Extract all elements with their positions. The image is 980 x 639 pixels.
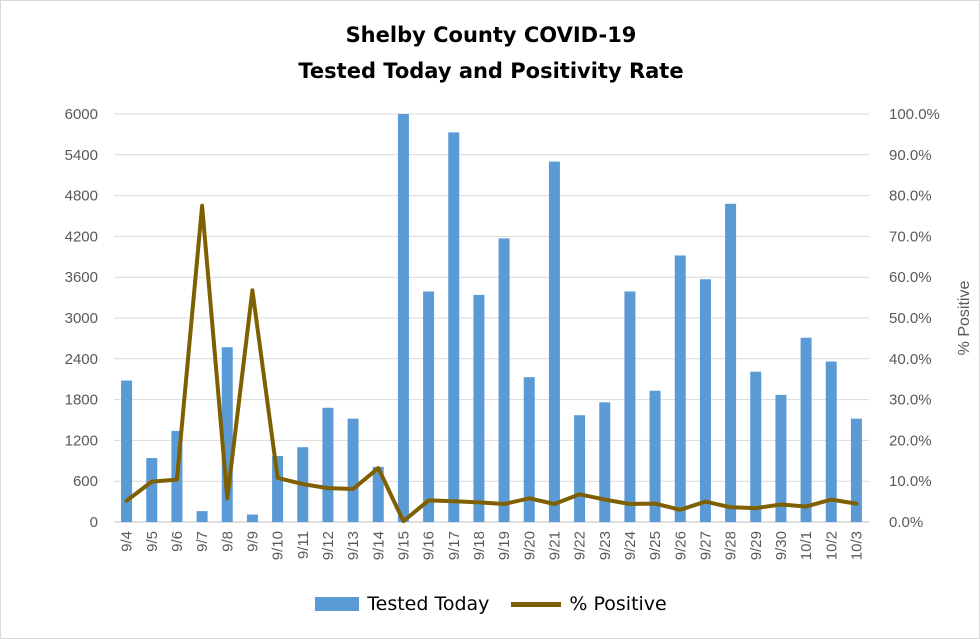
- x-tick-labels: 9/4 9/5 9/6 9/7 9/8 9/9 9/10 9/11 9/12 9/13 9/14 9/…: [119, 531, 866, 560]
- y-right-tick-label: 10.0%: [889, 473, 932, 490]
- bar: [448, 132, 460, 523]
- bar: [423, 291, 435, 522]
- x-tick-label: 10/1: [798, 531, 815, 560]
- y-right-tick-label: 50.0%: [889, 310, 932, 327]
- x-tick-label: 9/28: [723, 531, 740, 560]
- gridlines: [114, 113, 869, 523]
- x-tick-label: 9/27: [697, 531, 714, 560]
- bar: [523, 377, 535, 522]
- x-tick-label: 10/3: [848, 531, 865, 560]
- y-right-axis-label: % Positive: [956, 281, 973, 356]
- bar: [121, 380, 133, 522]
- bar: [699, 279, 711, 522]
- bar: [498, 238, 510, 522]
- x-tick-label: 9/11: [295, 531, 312, 559]
- y-left-tick-label: 600: [73, 473, 98, 490]
- bar: [649, 390, 661, 522]
- legend-item-percent-positive: % Positive: [511, 593, 667, 615]
- bar: [850, 418, 862, 522]
- y-right-tick-label: 70.0%: [889, 228, 932, 245]
- legend-swatch-bar: [315, 597, 360, 611]
- bar: [775, 394, 787, 522]
- y-right-tick-label: 40.0%: [889, 351, 932, 368]
- y-left-tick-label: 1800: [65, 392, 98, 409]
- legend-swatch-line: [511, 601, 562, 607]
- x-tick-label: 9/9: [244, 531, 261, 552]
- x-tick-label: 9/23: [597, 531, 614, 560]
- x-tick-label: 9/22: [572, 531, 589, 560]
- line-series: [124, 203, 859, 524]
- y-left-tick-label: 2400: [65, 351, 98, 368]
- legend: Tested Today % Positive: [1, 593, 980, 615]
- y-right-ticks: 0.0% 10.0% 20.0% 30.0% 40.0% 50.0% 60.0% 70.0% 8…: [889, 106, 940, 531]
- y-left-tick-label: 0: [90, 514, 98, 531]
- bar: [347, 418, 359, 522]
- bar: [599, 402, 611, 522]
- chart-title: Shelby County COVID-19: [345, 23, 637, 47]
- x-tick-label: 9/20: [521, 531, 538, 560]
- x-tick-label: 9/6: [169, 531, 186, 552]
- y-right-tick-label: 100.0%: [889, 106, 940, 123]
- legend-label-tested-today: Tested Today: [367, 593, 490, 615]
- x-tick-label: 9/14: [370, 531, 387, 560]
- bar: [196, 511, 208, 522]
- bar: [574, 415, 586, 522]
- y-left-tick-label: 6000: [65, 106, 98, 123]
- y-left-tick-label: 4800: [65, 188, 98, 205]
- x-tick-label: 9/25: [647, 531, 664, 560]
- y-right-tick-label: 0.0%: [889, 514, 923, 531]
- bar: [800, 337, 812, 522]
- bar: [272, 456, 284, 522]
- y-left-ticks: 0 600 1200 1800 2400 3000 3600 4200 4800 5400 6000: [65, 106, 98, 531]
- bar: [473, 294, 485, 522]
- bar: [548, 161, 560, 522]
- x-tick-label: 9/30: [773, 531, 790, 560]
- x-tick-label: 9/5: [144, 531, 161, 552]
- bar: [825, 361, 837, 522]
- positivity-line: [124, 203, 859, 524]
- y-left-tick-label: 3000: [65, 310, 98, 327]
- x-tick-label: 9/26: [672, 531, 689, 560]
- x-tick-label: 9/15: [395, 531, 412, 560]
- x-tick-label: 9/8: [219, 531, 236, 552]
- bar: [750, 371, 762, 522]
- y-left-tick-label: 4200: [65, 228, 98, 245]
- y-left-tick-label: 3600: [65, 269, 98, 286]
- x-tick-label: 9/13: [345, 531, 362, 560]
- x-tick-label: 9/17: [446, 531, 463, 560]
- y-right-tick-label: 90.0%: [889, 147, 932, 164]
- x-tick-label: 9/12: [320, 531, 337, 560]
- x-tick-label: 9/7: [194, 531, 211, 552]
- chart-subtitle: Tested Today and Positivity Rate: [298, 59, 684, 83]
- y-right-tick-label: 80.0%: [889, 188, 932, 205]
- x-tick-label: 9/10: [270, 531, 287, 560]
- y-left-tick-label: 1200: [65, 432, 98, 449]
- x-tick-label: 9/24: [622, 531, 639, 560]
- bar: [146, 458, 158, 522]
- x-tick-label: 9/19: [496, 531, 513, 560]
- x-tick-label: 9/29: [748, 531, 765, 560]
- bar: [725, 203, 737, 522]
- x-tick-label: 9/4: [119, 531, 136, 552]
- bar: [221, 347, 233, 522]
- x-tick-label: 9/16: [421, 531, 438, 560]
- y-left-tick-label: 5400: [65, 147, 98, 164]
- chart-plot: 0 600 1200 1800 2400 3000 3600 4200 4800 5400 6000…: [65, 106, 973, 560]
- x-tick-label: 10/2: [823, 531, 840, 560]
- bar: [322, 407, 334, 522]
- y-right-tick-label: 60.0%: [889, 269, 932, 286]
- y-right-tick-label: 30.0%: [889, 392, 932, 409]
- x-tick-label: 9/21: [546, 531, 563, 560]
- y-right-tick-label: 20.0%: [889, 432, 932, 449]
- bar: [624, 291, 636, 522]
- legend-label-percent-positive: % Positive: [569, 593, 667, 615]
- bar: [372, 466, 384, 522]
- legend-item-tested-today: Tested Today: [315, 593, 489, 615]
- bar: [246, 514, 258, 522]
- x-tick-label: 9/18: [471, 531, 488, 560]
- bar: [397, 114, 409, 522]
- bar-series: [121, 114, 862, 523]
- bar: [674, 255, 686, 522]
